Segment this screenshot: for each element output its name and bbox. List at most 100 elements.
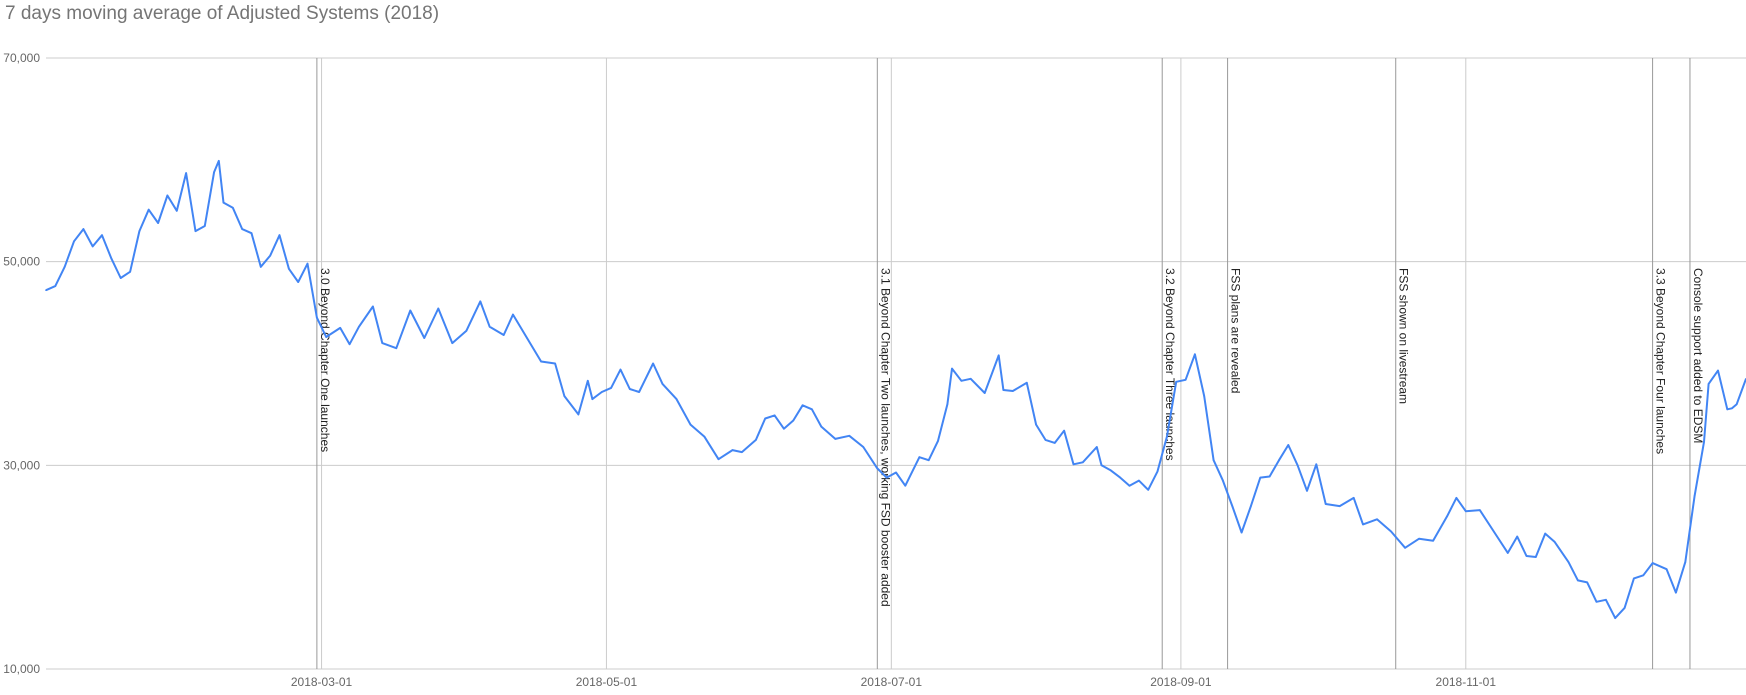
data-point — [587, 380, 589, 382]
data-point — [834, 438, 837, 440]
annotation-label: Console support added to EDSM — [1691, 268, 1705, 443]
data-point — [423, 337, 426, 339]
data-point — [1324, 503, 1327, 505]
data-point — [339, 327, 342, 329]
data-point — [1432, 539, 1434, 542]
data-point — [904, 484, 907, 487]
data-point — [1614, 617, 1616, 619]
annotation-label: FSS plans are revealed — [1229, 268, 1243, 393]
data-point — [241, 228, 243, 230]
data-point — [689, 423, 692, 426]
data-point — [811, 408, 813, 411]
data-point — [1054, 442, 1056, 444]
data-point — [1035, 423, 1037, 426]
data-point — [512, 313, 514, 316]
data-point — [1642, 574, 1645, 577]
data-point — [157, 222, 159, 224]
data-point — [969, 378, 972, 380]
data-point — [1465, 510, 1467, 512]
data-point — [1493, 530, 1495, 533]
data-point — [1072, 463, 1075, 466]
axis-layer: 10,000 30,000 50,000 70,000 2018-03-01 2018-0… — [3, 51, 1496, 689]
data-point — [783, 427, 785, 430]
data-point — [1096, 446, 1098, 448]
annotation-label: 3.2 Beyond Chapter Three launches — [1163, 268, 1177, 461]
data-point — [1703, 441, 1705, 443]
data-point — [1156, 470, 1159, 473]
data-point — [1717, 369, 1719, 372]
data-point — [119, 277, 122, 279]
annotation-label: 3.0 Beyond Chapter One launches — [318, 268, 332, 452]
data-point — [792, 419, 795, 422]
data-point — [1362, 523, 1364, 526]
data-point — [288, 268, 290, 270]
data-point — [629, 388, 631, 390]
data-point — [218, 160, 220, 162]
data-point — [502, 334, 505, 336]
data-point — [222, 201, 225, 204]
data-point — [1212, 459, 1215, 462]
data-point — [488, 326, 491, 328]
data-point — [232, 206, 234, 209]
x-tick-label: 2018-11-01 — [1436, 675, 1497, 689]
data-point — [1315, 463, 1318, 466]
series-layer — [45, 159, 1746, 620]
data-point — [563, 395, 566, 397]
data-point — [1296, 464, 1299, 467]
data-point — [129, 271, 131, 273]
data-point — [661, 383, 664, 385]
data-point — [1166, 436, 1168, 438]
data-point — [1586, 581, 1588, 584]
data-point — [1128, 484, 1131, 487]
data-point — [801, 404, 804, 407]
data-point — [1731, 407, 1733, 410]
data-point — [862, 446, 865, 448]
y-tick-label: 10,000 — [3, 662, 40, 676]
data-point — [652, 362, 654, 365]
data-point — [1222, 479, 1224, 482]
data-point — [1605, 599, 1607, 601]
data-point — [918, 456, 921, 459]
data-point — [348, 343, 351, 346]
data-point — [773, 414, 776, 417]
data-point — [176, 210, 178, 212]
data-point — [577, 413, 580, 416]
data-point — [601, 391, 603, 393]
data-point — [983, 392, 986, 394]
data-point — [1735, 403, 1738, 406]
data-point — [325, 336, 328, 338]
data-point — [465, 330, 468, 332]
data-point — [619, 368, 622, 371]
data-point — [194, 230, 197, 232]
data-point — [1287, 444, 1290, 446]
data-point — [764, 417, 766, 420]
data-point — [1390, 530, 1392, 533]
data-point — [937, 440, 939, 442]
data-point — [372, 305, 374, 308]
data-point — [1595, 601, 1598, 603]
x-tick-label: 2018-03-01 — [291, 675, 353, 689]
data-point — [185, 172, 187, 174]
data-point — [1119, 476, 1121, 479]
data-point — [1535, 556, 1537, 558]
data-point — [960, 380, 963, 382]
data-point — [260, 266, 262, 268]
data-point — [1418, 537, 1420, 540]
data-point — [147, 208, 150, 211]
data-point — [731, 449, 734, 451]
data-point — [997, 354, 1000, 357]
data-point — [1259, 476, 1262, 479]
series-line — [45, 159, 1746, 620]
data-point — [63, 266, 66, 268]
data-point — [437, 307, 440, 310]
annotation-label: 3.1 Beyond Chapter Two launches, working… — [878, 268, 892, 607]
data-point — [895, 471, 897, 474]
data-point — [1479, 509, 1481, 511]
x-tick-label: 2018-09-01 — [1150, 675, 1212, 689]
data-point — [204, 225, 206, 227]
data-point — [479, 300, 482, 303]
data-point — [316, 316, 318, 319]
data-point — [1240, 531, 1243, 534]
data-point — [395, 347, 398, 350]
